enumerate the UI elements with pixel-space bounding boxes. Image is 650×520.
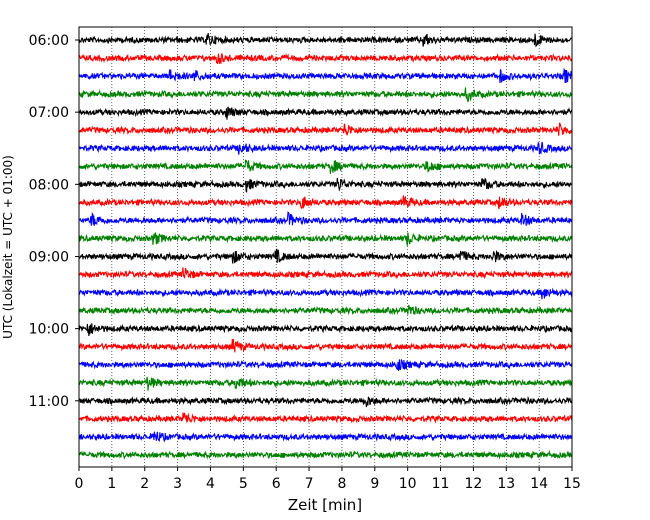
trace-07:00: [78, 106, 573, 120]
x-tick-label: 0: [75, 476, 84, 492]
trace-09:00: [78, 248, 573, 264]
grid-lines: [111, 27, 540, 467]
trace-11:15: [78, 412, 573, 424]
x-tick-label: 8: [337, 476, 346, 492]
x-tick-label: 1: [107, 476, 116, 492]
trace-06:15: [78, 52, 573, 65]
plot-frame: [78, 26, 573, 468]
y-tick-label: 07:00: [29, 105, 69, 121]
trace-08:15: [78, 195, 573, 210]
trace-09:45: [78, 304, 573, 316]
trace-06:30: [78, 67, 573, 84]
trace-10:00: [78, 323, 573, 337]
x-tick-label: 9: [370, 476, 379, 492]
trace-06:00: [78, 32, 573, 48]
x-tick-label: 15: [563, 476, 581, 492]
trace-10:45: [78, 376, 573, 391]
x-tick-label: 11: [432, 476, 450, 492]
trace-11:45: [78, 449, 573, 460]
x-tick-label: 7: [305, 476, 314, 492]
seismogram-traces: [78, 32, 573, 460]
y-tick-label: 11:00: [29, 394, 69, 410]
x-tick-label: 3: [173, 476, 182, 492]
trace-08:00: [78, 177, 573, 193]
trace-10:30: [78, 359, 573, 371]
trace-09:15: [78, 267, 573, 280]
y-tick-label: 08:00: [29, 177, 69, 193]
trace-06:45: [78, 87, 573, 103]
x-axis-label: Zeit [min]: [288, 496, 362, 514]
x-axis: 0 1 2 3 4 5 6 7 8 9 10 11 12 13 14 15: [75, 467, 581, 492]
y-tick-label: 06:00: [29, 33, 69, 49]
x-tick-label: 2: [140, 476, 149, 492]
trace-11:00: [78, 395, 573, 408]
y-tick-label: 10:00: [29, 322, 69, 338]
x-tick-label: 13: [497, 476, 515, 492]
trace-11:30: [78, 431, 573, 443]
x-tick-label: 4: [206, 476, 215, 492]
x-tick-label: 5: [239, 476, 248, 492]
x-tick-label: 6: [272, 476, 281, 492]
plot-background: [79, 27, 572, 467]
trace-08:45: [78, 232, 573, 246]
trace-07:15: [78, 122, 573, 136]
y-axis-label: UTC (Lokalzeit = UTC + 01:00): [1, 155, 15, 339]
y-axis: 06:00 07:00 08:00 09:00 10:00 11:00: [29, 33, 79, 410]
x-tick-label: 10: [399, 476, 417, 492]
x-tick-label: 14: [530, 476, 548, 492]
trace-07:30: [78, 142, 573, 155]
trace-09:30: [78, 287, 573, 300]
x-tick-label: 12: [464, 476, 482, 492]
y-tick-label: 09:00: [29, 249, 69, 265]
trace-08:30: [78, 211, 573, 226]
trace-07:45: [78, 159, 573, 174]
trace-10:15: [78, 338, 573, 353]
